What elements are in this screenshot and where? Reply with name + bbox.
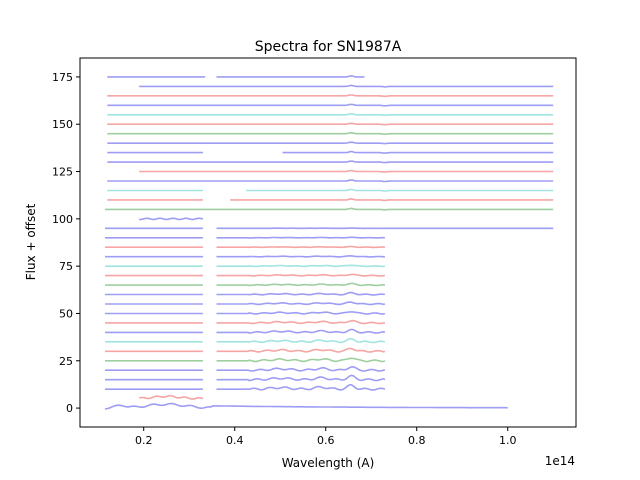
- spectrum-line: [107, 160, 554, 164]
- spectrum-line: [216, 374, 386, 382]
- chart-title: Spectra for SN1987A: [255, 39, 402, 55]
- spectrum-line: [216, 328, 386, 334]
- spectrum-line: [139, 169, 554, 173]
- spectrum-line: [138, 394, 204, 400]
- x-axis-offset-label: 1e14: [545, 454, 575, 468]
- y-tick-label: 75: [59, 260, 73, 273]
- y-tick-label: 125: [52, 166, 73, 179]
- x-axis-label: Wavelength (A): [282, 456, 375, 470]
- spectrum-line: [216, 347, 386, 353]
- spectrum-line: [105, 207, 554, 211]
- spectrum-line: [107, 122, 554, 126]
- spectrum-line: [216, 245, 385, 249]
- spectrum-line: [139, 217, 204, 221]
- spectrum-line: [216, 301, 386, 306]
- y-tick-label: 100: [52, 213, 73, 226]
- spectrum-line: [139, 84, 554, 88]
- spectrum-line: [216, 337, 386, 344]
- spectrum-line: [107, 103, 554, 107]
- spectrum-line: [216, 365, 385, 372]
- spectrum-line: [216, 74, 365, 78]
- plot-series-group: [104, 74, 554, 410]
- x-axis: 0.2 0.4 0.6 0.8 1.0: [135, 427, 517, 447]
- x-tick-label: 0.8: [408, 434, 426, 447]
- x-tick-label: 0.4: [226, 434, 244, 447]
- spectrum-line: [216, 291, 386, 296]
- spectrum-line: [216, 384, 386, 391]
- spectrum-line: [216, 264, 386, 268]
- spectrum-line: [216, 254, 385, 258]
- y-tick-label: 50: [59, 307, 73, 320]
- spectrum-line: [230, 197, 554, 202]
- spectrum-line: [107, 141, 554, 145]
- plot-frame: [79, 57, 577, 428]
- spectrum-line: [216, 282, 386, 287]
- spectrum-line: [107, 113, 554, 116]
- y-tick-label: 175: [52, 71, 73, 84]
- y-axis: 0 25 50 75 100 125 150 175: [52, 71, 80, 415]
- spectrum-line: [216, 319, 385, 325]
- spectrum-line: [282, 150, 554, 154]
- spectrum-line: [216, 357, 386, 363]
- spectrum-line: [216, 273, 385, 277]
- x-tick-label: 0.6: [317, 434, 335, 447]
- x-tick-label: 1.0: [499, 434, 517, 447]
- spectrum-line: [107, 179, 554, 183]
- spectrum-line: [107, 94, 554, 98]
- spectrum-line: [107, 132, 554, 136]
- spectrum-line: [216, 311, 386, 315]
- spectrum-line: [104, 402, 508, 410]
- spectrum-line: [216, 236, 385, 239]
- y-tick-label: 25: [59, 355, 73, 368]
- spectrum-line: [246, 188, 554, 192]
- y-tick-label: 150: [52, 118, 73, 131]
- y-axis-label: Flux + offset: [24, 203, 38, 280]
- x-tick-label: 0.2: [135, 434, 153, 447]
- y-tick-label: 0: [66, 402, 73, 415]
